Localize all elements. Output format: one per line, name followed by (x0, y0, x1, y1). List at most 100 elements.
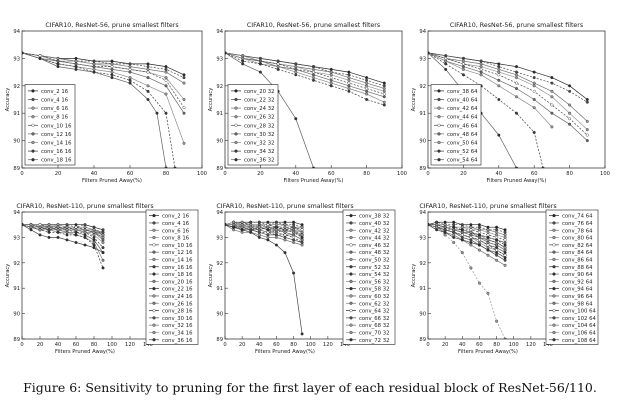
data-point (452, 235, 456, 239)
data-point (266, 220, 270, 224)
data-point (240, 223, 244, 227)
y-tick-label: 89 (13, 337, 20, 343)
legend-entry: conv_36 32 (244, 158, 274, 164)
legend-swatch-marker (152, 308, 156, 313)
x-tick-label: 60 (476, 342, 483, 348)
data-point (347, 70, 351, 74)
data-point (292, 225, 296, 229)
legend-swatch-marker (349, 235, 353, 240)
data-point (292, 233, 296, 237)
legend-swatch-marker (152, 235, 156, 240)
data-point (266, 233, 270, 237)
x-tick-label: 60 (273, 342, 280, 348)
legend-swatch-marker (152, 228, 156, 232)
data-point (283, 238, 287, 242)
data-point (497, 78, 501, 82)
data-point (38, 223, 42, 227)
data-point (495, 251, 499, 255)
data-point (249, 230, 253, 234)
chart-panel-3: CIFAR10, ResNet-56, prune smallest filte… (411, 22, 610, 184)
data-point (477, 248, 481, 252)
data-point (495, 233, 499, 237)
data-point (92, 62, 96, 66)
series-line (428, 52, 588, 100)
series-line (22, 52, 185, 100)
x-axis-label: Filters Pruned Away(%) (255, 349, 315, 355)
data-point (365, 87, 369, 90)
data-point (347, 81, 351, 85)
data-point (568, 84, 572, 88)
data-point (365, 78, 369, 82)
data-point (550, 81, 554, 85)
series-line (225, 224, 303, 236)
series-line (22, 224, 104, 236)
data-point (486, 243, 490, 247)
legend-swatch-marker (31, 106, 35, 110)
data-point (128, 70, 132, 74)
x-tick-label: 100 (306, 342, 316, 348)
data-point (469, 228, 473, 232)
data-point (74, 59, 78, 63)
legend-swatch-marker (152, 250, 156, 254)
data-point (257, 225, 261, 229)
data-point (164, 65, 168, 69)
legend-swatch-marker (349, 214, 353, 218)
data-point (56, 228, 60, 232)
data-point (164, 78, 168, 82)
chart-panel-4: CIFAR10, ResNet-110, prune smallest filt… (5, 203, 199, 355)
data-point (101, 258, 105, 262)
legend-swatch-marker (552, 323, 556, 327)
data-point (146, 67, 150, 71)
y-tick-label: 91 (419, 286, 426, 292)
series-line (225, 224, 303, 246)
data-point (382, 89, 386, 93)
data-point (460, 238, 464, 242)
chart-title: CIFAR10, ResNet-110, prune smallest filt… (216, 203, 353, 210)
data-point (92, 225, 96, 229)
legend-swatch-marker (552, 308, 556, 313)
data-point (329, 81, 333, 85)
data-point (477, 228, 481, 232)
legend-swatch-marker (552, 330, 556, 335)
charts-root: CIFAR10, ResNet-56, prune smallest filte… (5, 22, 610, 355)
x-tick-label: 100 (397, 171, 407, 177)
data-point (382, 100, 386, 104)
data-point (38, 233, 42, 237)
data-point (83, 223, 87, 227)
legend-swatch-marker (552, 257, 556, 262)
data-point (56, 225, 60, 229)
legend-swatch-marker (31, 132, 35, 136)
data-point (486, 291, 490, 295)
data-point (146, 84, 150, 88)
x-tick-label: 120 (526, 342, 536, 348)
legend-swatch-marker (152, 221, 156, 225)
data-point (300, 225, 304, 229)
data-point (276, 65, 280, 69)
y-tick-label: 94 (13, 210, 20, 216)
data-point (443, 225, 447, 229)
data-point (83, 225, 87, 229)
data-point (182, 81, 186, 85)
data-point (300, 332, 304, 336)
data-point (182, 98, 186, 101)
data-point (486, 241, 490, 244)
x-axis-label: Filters Pruned Away(%) (487, 178, 547, 184)
data-point (56, 56, 60, 60)
data-point (29, 223, 33, 227)
y-tick-label: 91 (419, 111, 426, 117)
data-point (258, 62, 262, 66)
y-tick-label: 89 (216, 337, 223, 343)
legend-swatch-marker (152, 323, 156, 327)
data-point (515, 81, 518, 85)
data-point (258, 70, 262, 74)
data-point (47, 228, 51, 232)
data-point (257, 228, 261, 232)
data-point (312, 76, 315, 80)
x-tick-label: 100 (107, 342, 117, 348)
data-point (532, 81, 536, 85)
legend-swatch-marker (349, 257, 353, 262)
data-point (92, 230, 96, 234)
data-point (240, 230, 244, 234)
data-point (443, 220, 447, 224)
y-tick-label: 92 (216, 261, 223, 267)
